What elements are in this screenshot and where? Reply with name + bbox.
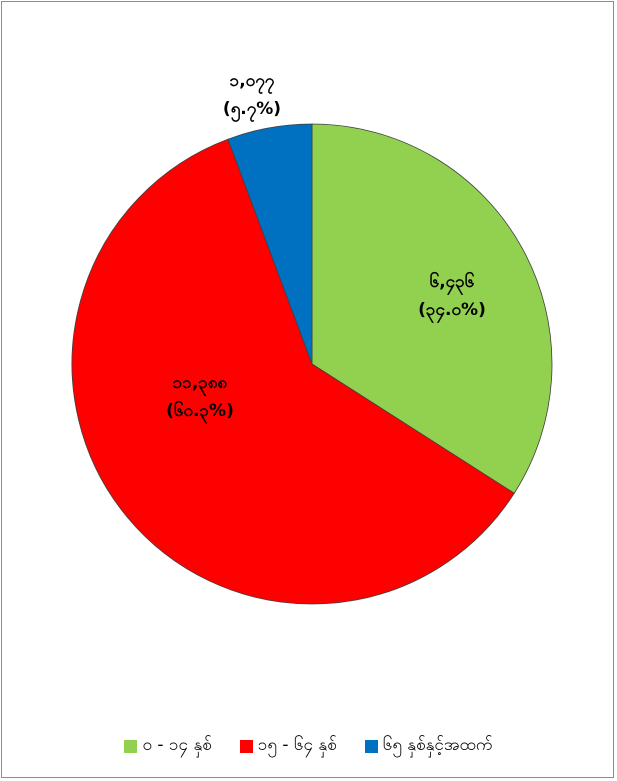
legend-label-0-14: ၀ - ၁၄ နှစ် — [142, 734, 212, 755]
slice-65-plus — [227, 123, 313, 365]
legend-swatch-0-14 — [124, 739, 138, 753]
slice-65-plus-value-label: ၁,၀၇၇ — [230, 71, 275, 95]
slice-15-64 — [71, 138, 515, 605]
legend-swatch-15-64 — [239, 739, 253, 753]
legend-item-15-64: ၁၅ - ၆၄ နှစ် — [239, 734, 337, 759]
legend-item-0-14: ၀ - ၁၄ နှစ် — [124, 734, 212, 759]
legend: ၀ - ၁၄ နှစ် ၁၅ - ၆၄ နှစ် ၆၅ နှစ်နှင့်အထက… — [0, 732, 617, 760]
legend-label-65-plus: ၆၅ နှစ်နှင့်အထက် — [382, 734, 493, 755]
slice-0-14-value-label: ၆,၄၃၆ — [430, 270, 475, 296]
legend-swatch-65-plus — [364, 739, 378, 753]
slice-0-14 — [311, 123, 553, 494]
legend-item-65-plus: ၆၅ နှစ်နှင့်အထက် — [364, 734, 493, 759]
slice-15-64-percent-label: (၆၀.၃%) — [166, 399, 234, 425]
legend-label-15-64: ၁၅ - ၆၄ နှစ် — [257, 734, 337, 755]
slice-65-plus-percent-label: (၅.၇%) — [223, 99, 281, 123]
